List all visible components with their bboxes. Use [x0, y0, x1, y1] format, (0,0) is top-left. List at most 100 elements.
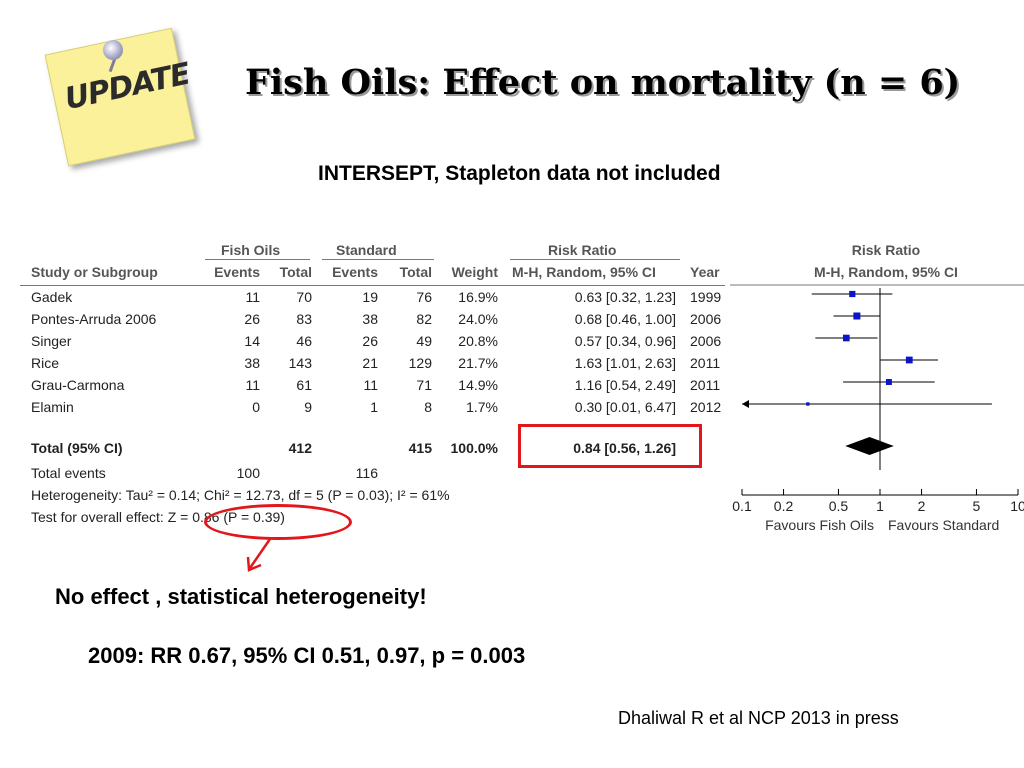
cell-year: 2006	[690, 333, 722, 349]
col-header-events-exp: Events	[214, 264, 260, 280]
group-underline-ctl	[322, 259, 434, 260]
cell-year: 2012	[690, 399, 722, 415]
slide-title: Fish Oils: Effect on mortality (n = 6)	[245, 62, 961, 103]
study-marker	[842, 334, 850, 342]
group-header-standard: Standard	[336, 242, 397, 258]
study-marker	[885, 379, 892, 385]
total-ci-highlight-box	[518, 424, 702, 468]
forest-plot: Risk Ratio M-H, Random, 95% CI 0.1 0.2 0.5 1 2…	[730, 242, 1024, 533]
col-header-total-exp: Total	[279, 264, 312, 280]
events-exp: 100	[236, 465, 260, 481]
cell-weight: 21.7%	[458, 355, 498, 371]
cell-study: Singer	[31, 333, 72, 349]
p-value-highlight-ellipse	[204, 504, 352, 540]
heterogeneity-text: Heterogeneity: Tau² = 0.14; Chi² = 12.73…	[31, 487, 450, 503]
cell-events-exp: 14	[244, 333, 260, 349]
conclusion-text: No effect , statistical heterogeneity!	[55, 584, 427, 609]
x-tick-label: 5	[973, 498, 981, 514]
cell-total-ctl: 8	[424, 399, 432, 415]
col-header-year: Year	[690, 264, 720, 280]
prior-result-text: 2009: RR 0.67, 95% CI 0.51, 0.97, p = 0.…	[88, 643, 526, 668]
group-underline-exp	[205, 259, 310, 260]
cell-year: 2011	[690, 377, 721, 393]
cell-weight: 14.9%	[458, 377, 498, 393]
push-pin-icon	[103, 40, 123, 60]
study-marker	[905, 356, 913, 364]
cell-ci: 1.63 [1.01, 2.63]	[574, 355, 676, 371]
x-tick-label: 10	[1010, 498, 1024, 514]
cell-total-ctl: 76	[416, 289, 432, 305]
cell-events-ctl: 38	[362, 311, 378, 327]
cell-weight: 24.0%	[458, 311, 498, 327]
cell-events-ctl: 21	[362, 355, 378, 371]
red-arrow-icon	[246, 538, 272, 572]
xlabel-favours-standard: Favours Standard	[888, 517, 999, 533]
cell-weight: 20.8%	[458, 333, 498, 349]
cell-weight: 1.7%	[466, 399, 498, 415]
study-marker	[806, 402, 810, 406]
cell-total-exp: 70	[296, 289, 312, 305]
header-rule	[20, 285, 725, 286]
total-ctl: 415	[408, 440, 432, 456]
cell-events-exp: 26	[244, 311, 260, 327]
cell-total-exp: 83	[296, 311, 312, 327]
ci-arrow-left	[742, 400, 749, 408]
plot-title: Risk Ratio	[852, 242, 920, 258]
total-ci: 0.84 [0.56, 1.26]	[573, 440, 676, 456]
events-label: Total events	[31, 465, 106, 481]
cell-ci: 1.16 [0.54, 2.49]	[574, 377, 676, 393]
events-ctl: 116	[355, 465, 378, 481]
cell-ci: 0.30 [0.01, 6.47]	[574, 399, 676, 415]
cell-total-exp: 61	[296, 377, 312, 393]
cell-year: 2011	[690, 355, 721, 371]
cell-study: Gadek	[31, 289, 73, 305]
xlabel-favours-fish-oils: Favours Fish Oils	[765, 517, 874, 533]
slide-subtitle: INTERSEPT, Stapleton data not included	[318, 162, 721, 185]
x-tick-label: 0.2	[774, 498, 794, 514]
cell-events-exp: 38	[244, 355, 260, 371]
col-header-total-ctl: Total	[399, 264, 432, 280]
cell-ci: 0.63 [0.32, 1.23]	[574, 289, 676, 305]
cell-study: Rice	[31, 355, 60, 371]
cell-events-ctl: 1	[370, 399, 378, 415]
cell-events-ctl: 26	[362, 333, 378, 349]
cell-study: Grau-Carmona	[31, 377, 125, 393]
x-tick-label: 1	[876, 498, 884, 514]
cell-ci: 0.68 [0.46, 1.00]	[574, 311, 676, 327]
cell-events-exp: 0	[252, 399, 260, 415]
cell-total-exp: 143	[288, 355, 312, 371]
cell-events-exp: 11	[245, 377, 260, 393]
plot-subtitle: M-H, Random, 95% CI	[814, 264, 958, 280]
cell-events-ctl: 11	[363, 377, 378, 393]
x-tick-label: 0.5	[829, 498, 849, 514]
x-tick-label: 2	[918, 498, 926, 514]
cell-year: 2006	[690, 311, 722, 327]
pooled-diamond	[845, 437, 894, 455]
group-underline-rr	[510, 259, 680, 260]
cell-weight: 16.9%	[458, 289, 498, 305]
total-label: Total (95% CI)	[31, 440, 123, 456]
cell-events-exp: 11	[245, 289, 260, 305]
x-tick-label: 0.1	[732, 498, 752, 514]
col-header-study: Study or Subgroup	[31, 264, 158, 280]
cell-total-ctl: 129	[408, 355, 432, 371]
col-header-events-ctl: Events	[332, 264, 378, 280]
col-header-weight: Weight	[451, 264, 498, 280]
cell-study: Elamin	[31, 399, 74, 415]
total-exp: 412	[288, 440, 312, 456]
total-weight: 100.0%	[450, 440, 498, 456]
group-header-fish-oils: Fish Oils	[221, 242, 281, 258]
group-header-risk-ratio: Risk Ratio	[548, 242, 617, 258]
col-header-ci: M-H, Random, 95% CI	[512, 264, 656, 280]
cell-study: Pontes-Arruda 2006	[31, 311, 157, 327]
cell-events-ctl: 19	[362, 289, 378, 305]
citation-text: Dhaliwal R et al NCP 2013 in press	[618, 708, 899, 728]
study-marker	[853, 312, 861, 320]
cell-total-ctl: 49	[416, 333, 432, 349]
cell-total-ctl: 82	[416, 311, 432, 327]
update-note-text: UPDATE	[61, 56, 193, 118]
cell-total-exp: 9	[304, 399, 312, 415]
cell-ci: 0.57 [0.34, 0.96]	[574, 333, 676, 349]
study-marker	[849, 290, 856, 298]
cell-total-exp: 46	[296, 333, 312, 349]
